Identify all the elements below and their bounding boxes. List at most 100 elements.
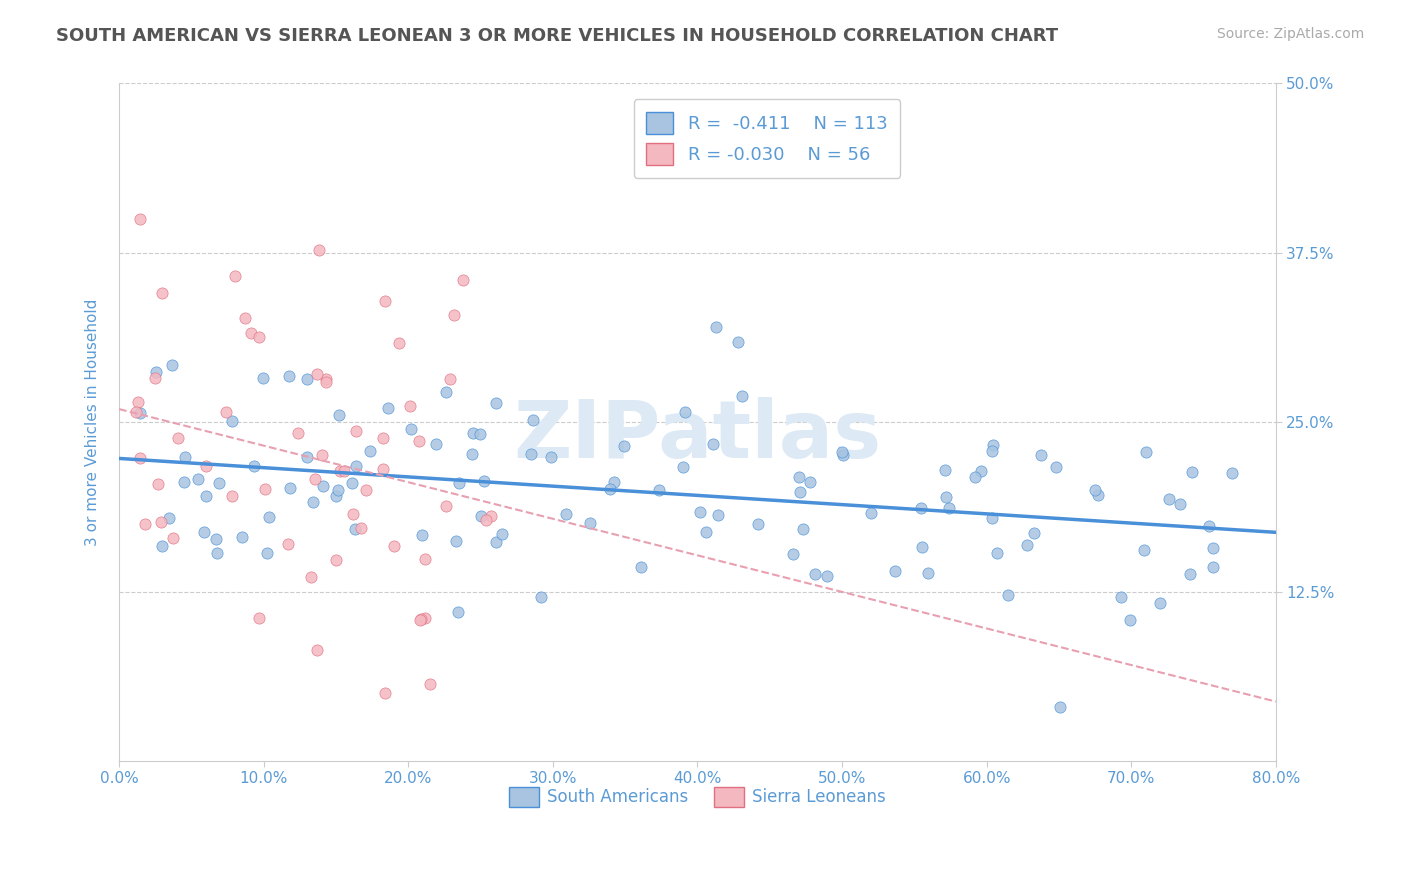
- Point: [247, 330, 270, 344]
- Point: [408, 434, 430, 449]
- Y-axis label: 3 or more Vehicles in Household: 3 or more Vehicles in Household: [86, 299, 100, 546]
- Point: [980, 443, 1002, 458]
- Point: [312, 479, 335, 493]
- Point: [242, 458, 264, 473]
- Point: [205, 546, 228, 560]
- Point: [252, 371, 274, 385]
- Point: [167, 431, 190, 445]
- Point: [328, 408, 350, 422]
- Point: [382, 539, 405, 553]
- Point: [630, 560, 652, 574]
- Point: [215, 404, 238, 418]
- Point: [443, 308, 465, 322]
- Point: [146, 476, 169, 491]
- Point: [221, 489, 243, 503]
- Point: [603, 475, 626, 489]
- Point: [425, 436, 447, 450]
- Point: [519, 447, 541, 461]
- Point: [911, 540, 934, 554]
- Point: [297, 372, 319, 386]
- Point: [174, 450, 197, 464]
- Text: Source: ZipAtlas.com: Source: ZipAtlas.com: [1216, 27, 1364, 41]
- Point: [344, 458, 367, 473]
- Point: [648, 483, 671, 497]
- Point: [371, 462, 394, 476]
- Point: [239, 326, 262, 340]
- Point: [579, 516, 602, 530]
- Text: ZIPatlas: ZIPatlas: [513, 397, 882, 475]
- Point: [299, 570, 322, 584]
- Point: [224, 269, 246, 284]
- Point: [884, 564, 907, 578]
- Point: [145, 365, 167, 379]
- Point: [1083, 483, 1105, 498]
- Point: [287, 425, 309, 440]
- Point: [731, 389, 754, 403]
- Point: [377, 401, 399, 415]
- Point: [1031, 448, 1053, 462]
- Point: [475, 513, 498, 527]
- Point: [491, 527, 513, 541]
- Point: [689, 505, 711, 519]
- Point: [963, 470, 986, 484]
- Point: [129, 450, 152, 465]
- Point: [938, 501, 960, 516]
- Point: [832, 448, 855, 462]
- Point: [1135, 445, 1157, 459]
- Point: [325, 553, 347, 567]
- Point: [485, 535, 508, 549]
- Point: [555, 508, 578, 522]
- Point: [354, 483, 377, 497]
- Point: [307, 643, 329, 657]
- Point: [304, 472, 326, 486]
- Point: [409, 612, 432, 626]
- Point: [799, 475, 821, 489]
- Point: [187, 472, 209, 486]
- Point: [727, 334, 749, 349]
- Point: [831, 445, 853, 459]
- Point: [803, 567, 825, 582]
- Point: [1022, 526, 1045, 541]
- Point: [295, 450, 318, 464]
- Point: [792, 522, 814, 536]
- Point: [613, 439, 636, 453]
- Point: [789, 484, 811, 499]
- Point: [672, 459, 695, 474]
- Point: [173, 475, 195, 490]
- Point: [221, 414, 243, 428]
- Point: [522, 413, 544, 427]
- Point: [1198, 519, 1220, 533]
- Point: [1202, 541, 1225, 555]
- Point: [344, 424, 367, 438]
- Point: [374, 686, 396, 700]
- Point: [128, 211, 150, 226]
- Point: [1015, 538, 1038, 552]
- Point: [194, 458, 217, 473]
- Point: [315, 372, 337, 386]
- Point: [373, 431, 395, 445]
- Point: [256, 546, 278, 560]
- Text: SOUTH AMERICAN VS SIERRA LEONEAN 3 OR MORE VEHICLES IN HOUSEHOLD CORRELATION CHA: SOUTH AMERICAN VS SIERRA LEONEAN 3 OR MO…: [56, 27, 1059, 45]
- Point: [981, 510, 1004, 524]
- Point: [328, 464, 350, 478]
- Point: [472, 474, 495, 488]
- Point: [343, 522, 366, 536]
- Point: [160, 358, 183, 372]
- Point: [1220, 466, 1243, 480]
- Point: [479, 509, 502, 524]
- Point: [277, 536, 299, 550]
- Legend: South Americans, Sierra Leoneans: South Americans, Sierra Leoneans: [502, 780, 893, 814]
- Point: [1119, 613, 1142, 627]
- Point: [461, 446, 484, 460]
- Point: [302, 495, 325, 509]
- Point: [1157, 491, 1180, 506]
- Point: [150, 540, 173, 554]
- Point: [411, 528, 433, 542]
- Point: [157, 511, 180, 525]
- Point: [447, 475, 470, 490]
- Point: [149, 515, 172, 529]
- Point: [1178, 566, 1201, 581]
- Point: [434, 500, 457, 514]
- Point: [208, 475, 231, 490]
- Point: [981, 438, 1004, 452]
